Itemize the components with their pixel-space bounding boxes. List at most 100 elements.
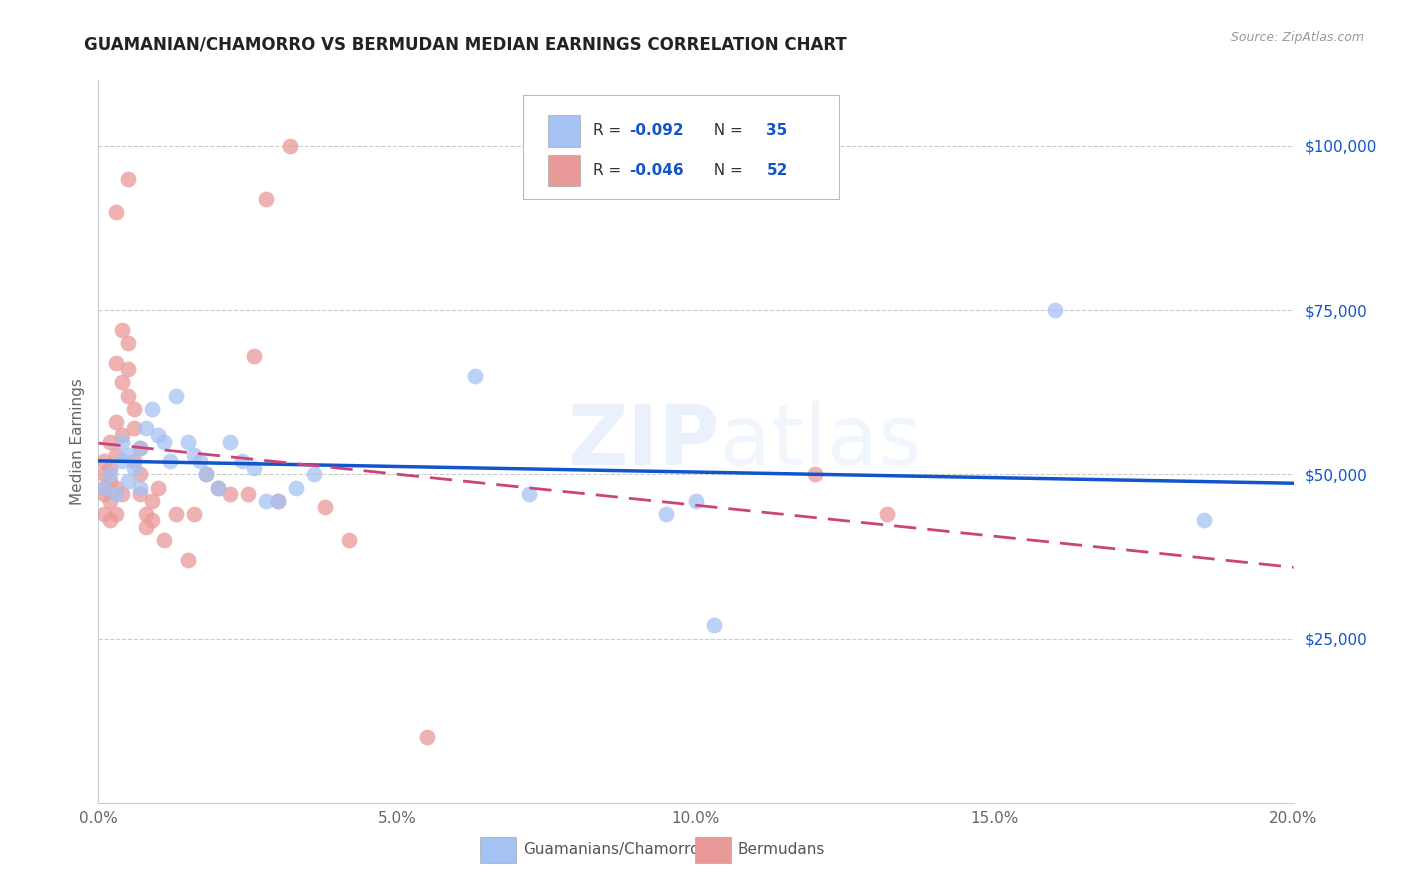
Point	[148, 481, 170, 495]
Point	[219, 487, 242, 501]
Text: N =: N =	[704, 123, 748, 138]
Text: Source: ZipAtlas.com: Source: ZipAtlas.com	[1230, 31, 1364, 45]
Point	[135, 520, 157, 534]
Point	[302, 467, 325, 482]
Point	[129, 441, 152, 455]
Point	[207, 481, 229, 495]
Point	[243, 349, 266, 363]
Point	[195, 467, 218, 482]
Point	[111, 428, 134, 442]
Text: ZIP: ZIP	[568, 401, 720, 482]
FancyBboxPatch shape	[548, 115, 581, 147]
Point	[98, 467, 122, 482]
Point	[117, 388, 139, 402]
Point	[111, 487, 134, 501]
Point	[93, 454, 115, 468]
Point	[98, 513, 122, 527]
Point	[105, 448, 128, 462]
Text: -0.092: -0.092	[628, 123, 683, 138]
Point	[876, 507, 898, 521]
Point	[207, 481, 229, 495]
Point	[339, 533, 361, 547]
Point	[117, 171, 139, 186]
Point	[153, 434, 176, 449]
Point	[129, 441, 152, 455]
Point	[124, 421, 146, 435]
Point	[98, 460, 122, 475]
Text: R =: R =	[593, 123, 626, 138]
Point	[159, 454, 181, 468]
Point	[141, 513, 163, 527]
Point	[111, 376, 134, 390]
Point	[267, 493, 290, 508]
Point	[124, 460, 146, 475]
Point	[111, 434, 134, 449]
Point	[195, 467, 218, 482]
Point	[141, 493, 163, 508]
Point	[93, 481, 115, 495]
Point	[129, 487, 152, 501]
Point	[517, 487, 540, 501]
Point	[135, 421, 157, 435]
Point	[98, 474, 122, 488]
Point	[117, 336, 139, 351]
Point	[93, 507, 115, 521]
Point	[804, 467, 827, 482]
Text: R =: R =	[593, 163, 626, 178]
Point	[105, 356, 128, 370]
Point	[1043, 303, 1066, 318]
Text: -0.046: -0.046	[628, 163, 683, 178]
Point	[183, 507, 205, 521]
Point	[236, 487, 259, 501]
FancyBboxPatch shape	[548, 154, 581, 186]
Point	[685, 493, 707, 508]
Text: 35: 35	[766, 123, 787, 138]
Text: 52: 52	[766, 163, 787, 178]
Point	[93, 487, 115, 501]
Point	[219, 434, 242, 449]
FancyBboxPatch shape	[523, 95, 839, 200]
Point	[278, 139, 301, 153]
Point	[141, 401, 163, 416]
Point	[117, 448, 139, 462]
Point	[165, 507, 187, 521]
Point	[111, 454, 134, 468]
Point	[183, 448, 205, 462]
Text: atlas: atlas	[720, 401, 921, 482]
Point	[93, 467, 115, 482]
Point	[254, 192, 277, 206]
Text: N =: N =	[704, 163, 748, 178]
Point	[177, 434, 200, 449]
Point	[105, 481, 128, 495]
Y-axis label: Median Earnings: Median Earnings	[69, 378, 84, 505]
Point	[231, 454, 253, 468]
Point	[1192, 513, 1215, 527]
Point	[188, 454, 211, 468]
Text: Guamanians/Chamorros: Guamanians/Chamorros	[523, 842, 707, 857]
Point	[284, 481, 307, 495]
Point	[93, 481, 115, 495]
Point	[267, 493, 290, 508]
Point	[105, 415, 128, 429]
Point	[148, 428, 170, 442]
Point	[124, 454, 146, 468]
Point	[129, 481, 152, 495]
Text: Bermudans: Bermudans	[738, 842, 825, 857]
Point	[129, 467, 152, 482]
Point	[105, 507, 128, 521]
Point	[117, 474, 139, 488]
Point	[464, 368, 486, 383]
Text: GUAMANIAN/CHAMORRO VS BERMUDAN MEDIAN EARNINGS CORRELATION CHART: GUAMANIAN/CHAMORRO VS BERMUDAN MEDIAN EA…	[84, 36, 846, 54]
Point	[243, 460, 266, 475]
Point	[105, 204, 128, 219]
Point	[655, 507, 678, 521]
Point	[135, 507, 157, 521]
Point	[703, 618, 725, 632]
Point	[98, 493, 122, 508]
FancyBboxPatch shape	[479, 837, 516, 863]
Point	[105, 487, 128, 501]
FancyBboxPatch shape	[695, 837, 731, 863]
Point	[111, 323, 134, 337]
Point	[117, 362, 139, 376]
Point	[153, 533, 176, 547]
